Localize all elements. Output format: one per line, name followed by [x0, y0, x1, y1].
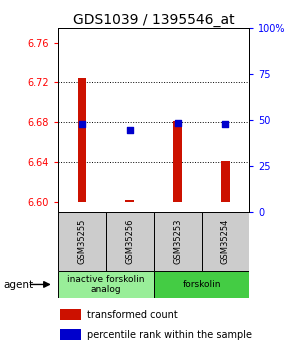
- Bar: [78, 78, 86, 202]
- Text: GSM35254: GSM35254: [221, 219, 230, 264]
- Bar: [221, 161, 230, 202]
- Bar: [58, 212, 106, 271]
- Point: [128, 128, 132, 133]
- Bar: [154, 212, 202, 271]
- Text: GSM35253: GSM35253: [173, 219, 182, 264]
- Point: [175, 121, 180, 126]
- Bar: [60, 329, 81, 340]
- Text: GSM35256: GSM35256: [125, 219, 134, 264]
- Text: inactive forskolin
analog: inactive forskolin analog: [67, 275, 145, 294]
- Text: GSM35255: GSM35255: [77, 219, 86, 264]
- Text: transformed count: transformed count: [87, 310, 178, 320]
- Bar: [106, 212, 154, 271]
- Text: agent: agent: [3, 280, 33, 289]
- Bar: [173, 121, 182, 202]
- Point: [79, 122, 84, 127]
- Bar: [58, 271, 154, 298]
- Title: GDS1039 / 1395546_at: GDS1039 / 1395546_at: [73, 12, 235, 27]
- Bar: [202, 212, 249, 271]
- Bar: [126, 200, 134, 202]
- Point: [223, 122, 228, 127]
- Text: percentile rank within the sample: percentile rank within the sample: [87, 330, 252, 340]
- Text: forskolin: forskolin: [182, 280, 221, 289]
- Bar: [60, 309, 81, 321]
- Bar: [154, 271, 249, 298]
